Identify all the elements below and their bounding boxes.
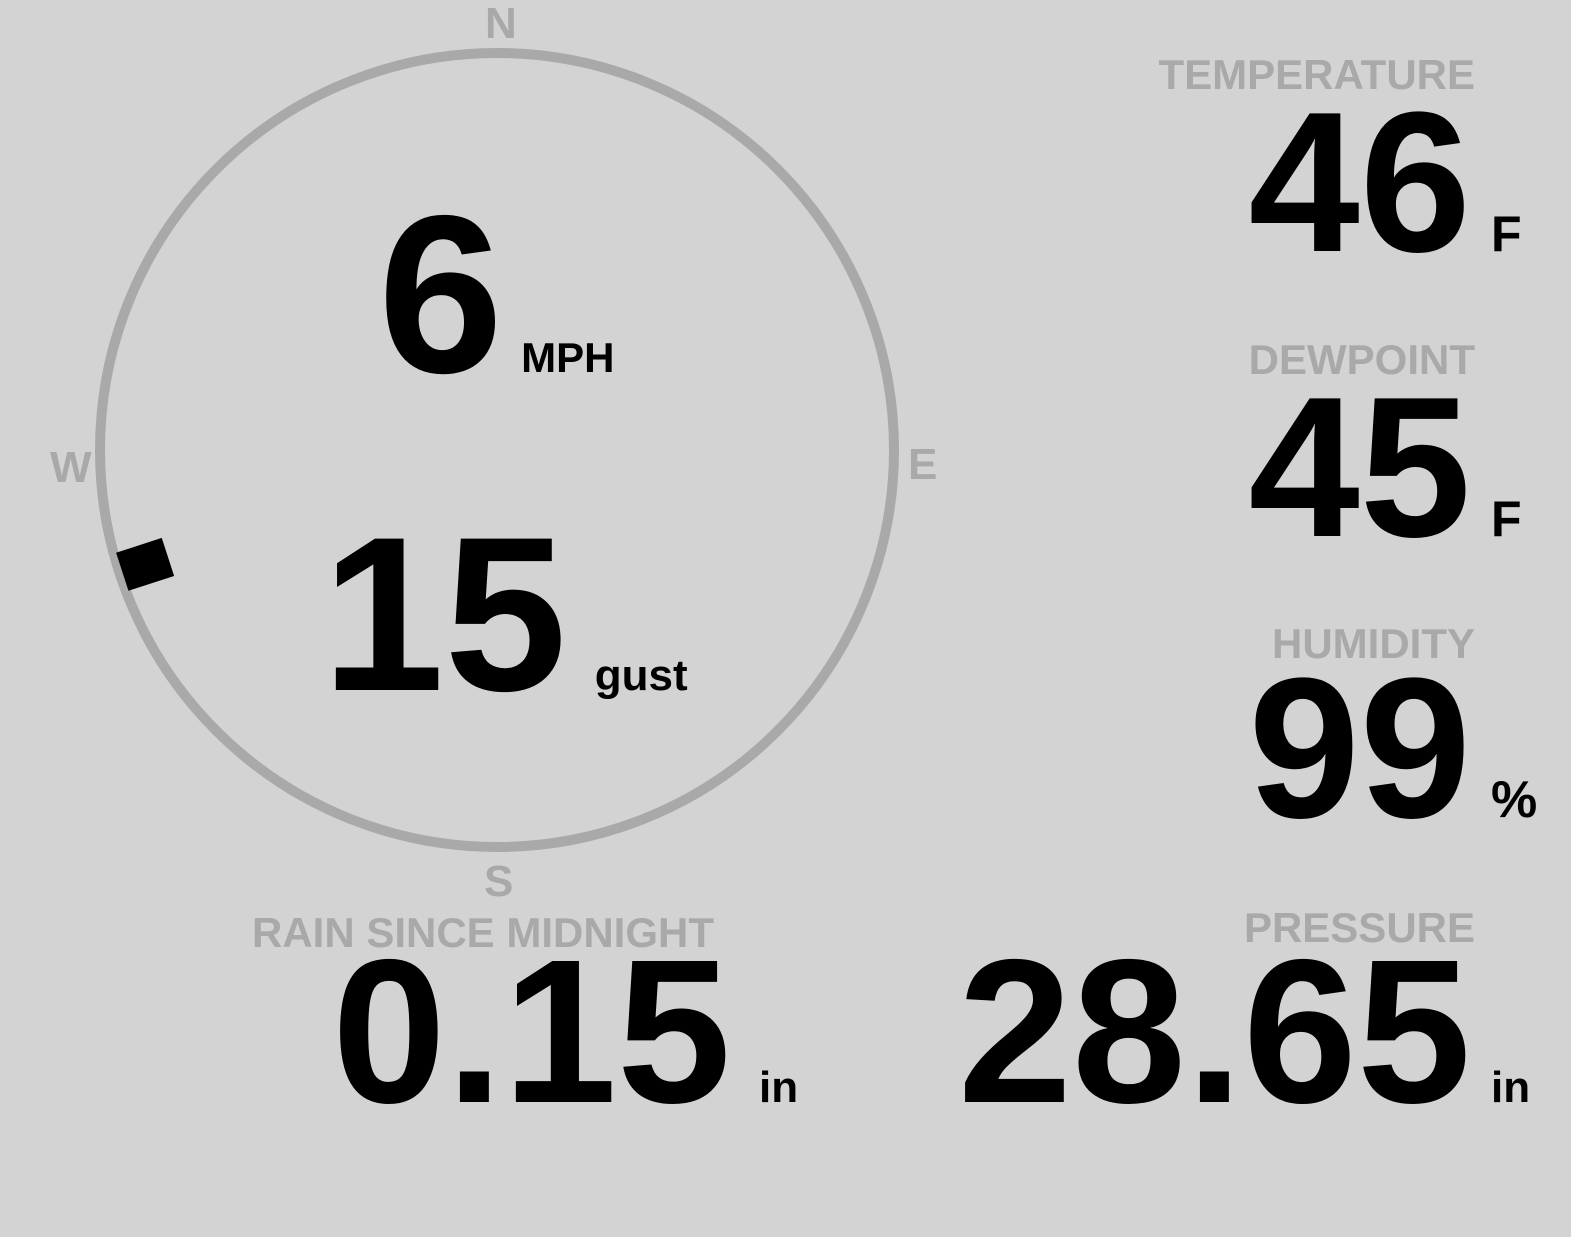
temperature-value: 46 — [1248, 71, 1471, 294]
humidity-unit: % — [1491, 771, 1538, 829]
compass-ring — [95, 48, 899, 852]
rain: 0.15 in — [332, 929, 798, 1134]
wind-speed-unit: MPH — [521, 334, 615, 381]
pressure-unit: in — [1491, 1063, 1531, 1112]
wind-gust-value: 15 — [322, 491, 567, 737]
compass-north: N — [485, 0, 517, 48]
rain-unit: in — [759, 1063, 799, 1112]
pressure-value: 28.65 — [957, 917, 1471, 1146]
wind-compass — [95, 48, 899, 852]
temperature: 46 F — [1249, 83, 1561, 283]
compass-south: S — [484, 857, 514, 906]
rain-label: RAIN SINCE MIDNIGHT — [252, 909, 714, 956]
dewpoint-value: 45 — [1248, 356, 1471, 579]
wind-direction-marker — [116, 537, 175, 591]
pressure-label: PRESSURE — [1243, 904, 1475, 951]
compass-east: E — [908, 440, 938, 489]
humidity: 99 % — [1249, 649, 1561, 849]
temperature-label: TEMPERATURE — [1158, 51, 1475, 98]
wind-speed: 6 MPH — [378, 182, 614, 407]
pressure: 28.65 in — [958, 929, 1561, 1134]
rain-value: 0.15 — [332, 917, 731, 1146]
humidity-value: 99 — [1248, 637, 1471, 860]
compass-west: W — [50, 443, 92, 492]
dewpoint-label: DEWPOINT — [1248, 336, 1475, 383]
wind-direction-indicator — [116, 537, 175, 591]
dewpoint: 45 F — [1249, 368, 1561, 568]
humidity-label: HUMIDITY — [1272, 620, 1475, 667]
wind-gust-unit: gust — [594, 651, 688, 700]
dewpoint-unit: F — [1491, 491, 1522, 547]
wind-speed-value: 6 — [378, 168, 504, 420]
temperature-unit: F — [1491, 206, 1522, 262]
wind-gust: 15 gust — [322, 504, 688, 724]
